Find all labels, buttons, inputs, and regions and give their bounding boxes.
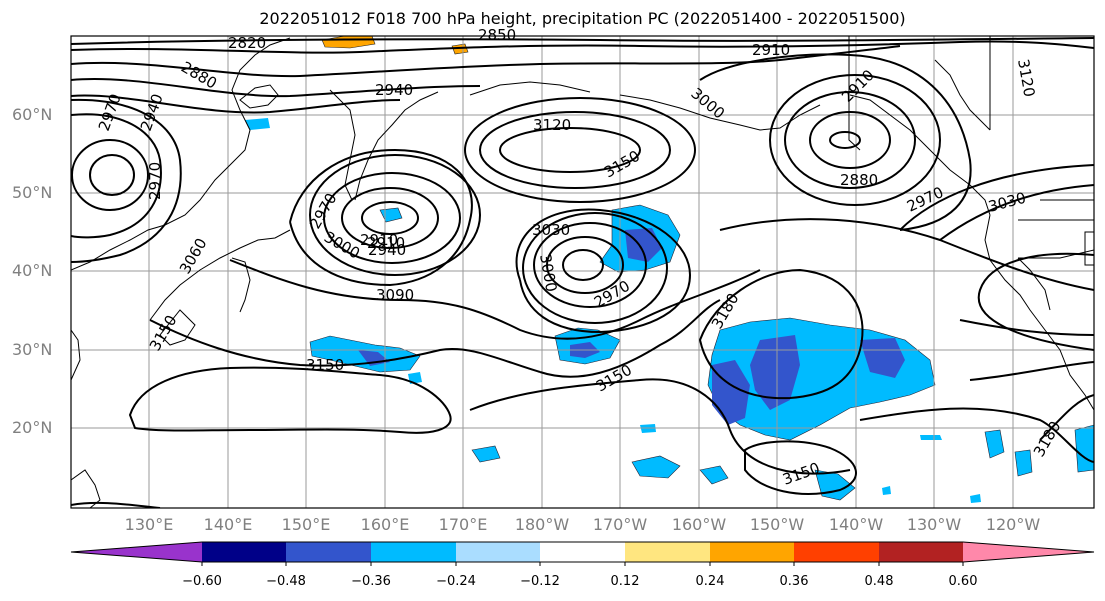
- contour-label: 2910: [367, 234, 405, 252]
- lon-label: 120°W: [985, 515, 1041, 534]
- height-contours: [71, 37, 1094, 508]
- colorbar-segment: [540, 542, 625, 562]
- colorbar-tick-label: −0.12: [520, 574, 560, 589]
- graticule: [71, 36, 1094, 508]
- colorbar-tick-label: 0.48: [864, 574, 894, 589]
- contour-label: 2910: [752, 41, 790, 59]
- lat-label-60n: 60°N: [12, 105, 53, 124]
- contour-label: 3120: [533, 116, 571, 134]
- colorbar-tick-label: −0.60: [182, 574, 222, 589]
- contour-label: 2910: [360, 231, 398, 249]
- contour-label: 3090: [376, 286, 414, 304]
- contour-label: 2940: [375, 81, 413, 99]
- colorbar-segment: [963, 542, 1094, 562]
- colorbar-segment: [710, 542, 794, 562]
- colorbar-segment: [794, 542, 879, 562]
- colorbar-tick-label: 0.60: [948, 574, 978, 589]
- lon-label: 160°E: [360, 515, 410, 534]
- contour-label: 2880: [840, 171, 878, 189]
- contour-label: 3030: [532, 221, 570, 239]
- contour-label: 2850: [478, 26, 516, 44]
- lon-label: 150°E: [281, 515, 331, 534]
- lat-label-30n: 30°N: [12, 340, 53, 359]
- colorbar-segment: [371, 542, 456, 562]
- colorbar-tick-label: −0.48: [266, 574, 306, 589]
- lon-label: 170°W: [592, 515, 648, 534]
- contour-label: 3150: [306, 356, 344, 374]
- lon-label: 130°E: [124, 515, 174, 534]
- colorbar-segment: [879, 542, 963, 562]
- lon-label: 140°E: [203, 515, 253, 534]
- lat-label-50n: 50°N: [12, 183, 53, 202]
- lon-label: 180°W: [514, 515, 570, 534]
- colorbar: [70, 541, 1095, 566]
- colorbar-tick-label: 0.12: [610, 574, 640, 589]
- contour-label: 2970: [146, 162, 164, 200]
- colorbar-segment: [456, 542, 540, 562]
- lon-label: 130°W: [906, 515, 962, 534]
- colorbar-tick-label: 0.24: [695, 574, 725, 589]
- lon-label: 150°W: [749, 515, 805, 534]
- colorbar-tick-label: −0.24: [436, 574, 476, 589]
- map-title: 2022051012 F018 700 hPa height, precipit…: [259, 9, 906, 28]
- map-border: [70, 35, 1095, 509]
- lat-label-20n: 20°N: [12, 418, 53, 437]
- colorbar-segment: [625, 542, 710, 562]
- colorbar-segment: [202, 542, 286, 562]
- lon-label: 170°E: [438, 515, 488, 534]
- colorbar-tick-label: 0.36: [779, 574, 809, 589]
- lon-label: 160°W: [671, 515, 727, 534]
- colorbar-segment: [71, 542, 202, 562]
- lon-label: 140°W: [828, 515, 884, 534]
- colorbar-segment: [286, 542, 371, 562]
- lat-label-40n: 40°N: [12, 261, 53, 280]
- colorbar-tick-label: −0.36: [351, 574, 391, 589]
- contour-label: 2940: [368, 241, 406, 259]
- contour-label: 2820: [228, 34, 266, 52]
